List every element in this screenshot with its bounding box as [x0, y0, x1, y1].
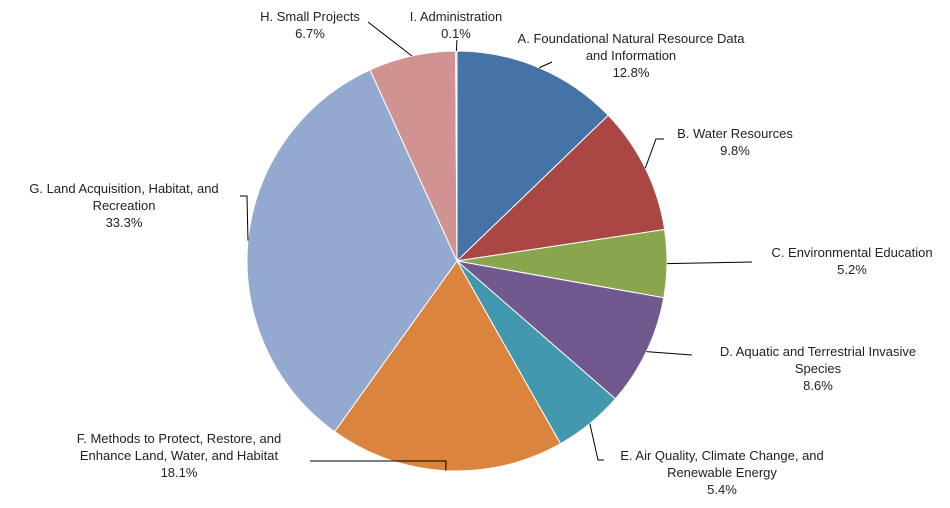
slice-label: A. Foundational Natural Resource Data an…: [515, 30, 747, 81]
value-label: 8.6%: [803, 378, 833, 393]
value-label: 6.7%: [295, 26, 325, 41]
leader-line: [646, 351, 693, 356]
category-label: H. Small Projects: [260, 9, 360, 24]
leader-line: [240, 195, 249, 241]
slice-label: D. Aquatic and Terrestrial Invasive Spec…: [700, 343, 936, 394]
pie-slice: [455, 260, 665, 400]
category-label: C. Environmental Education: [771, 245, 933, 260]
value-label: 9.8%: [720, 143, 750, 158]
pie-slice: [246, 69, 458, 433]
slice-label: H. Small Projects 6.7%: [240, 8, 380, 42]
value-label: 5.2%: [837, 262, 867, 277]
pie-slice: [455, 114, 666, 262]
leader-line: [538, 61, 553, 69]
slice-label: F. Methods to Protect, Restore, and Enha…: [60, 430, 298, 481]
slice-label: G. Land Acquisition, Habitat, and Recrea…: [10, 180, 238, 231]
value-label: 5.4%: [707, 482, 737, 497]
value-label: 12.8%: [612, 65, 650, 80]
slice-label: E. Air Quality, Climate Change, and Rene…: [602, 447, 842, 498]
value-label: 33.3%: [105, 215, 143, 230]
category-label: E. Air Quality, Climate Change, and Rene…: [620, 448, 824, 480]
category-label: G. Land Acquisition, Habitat, and Recrea…: [29, 181, 219, 213]
leader-line: [589, 423, 604, 461]
leader-line: [367, 21, 413, 57]
slice-label: I. Administration 0.1%: [396, 8, 516, 42]
leader-line: [310, 460, 447, 471]
leader-line: [666, 261, 753, 265]
pie-slice: [333, 260, 562, 472]
value-label: 18.1%: [160, 465, 198, 480]
category-label: D. Aquatic and Terrestrial Invasive Spec…: [719, 344, 917, 376]
slice-label: B. Water Resources 9.8%: [640, 125, 830, 159]
category-label: I. Administration: [409, 9, 503, 24]
leader-line: [644, 138, 664, 169]
category-label: F. Methods to Protect, Restore, and Enha…: [76, 431, 282, 463]
category-label: B. Water Resources: [677, 126, 793, 141]
leader-line: [455, 39, 458, 52]
value-label: 0.1%: [441, 26, 471, 41]
slice-label: C. Environmental Education 5.2%: [752, 244, 950, 278]
category-label: A. Foundational Natural Resource Data an…: [517, 31, 745, 63]
